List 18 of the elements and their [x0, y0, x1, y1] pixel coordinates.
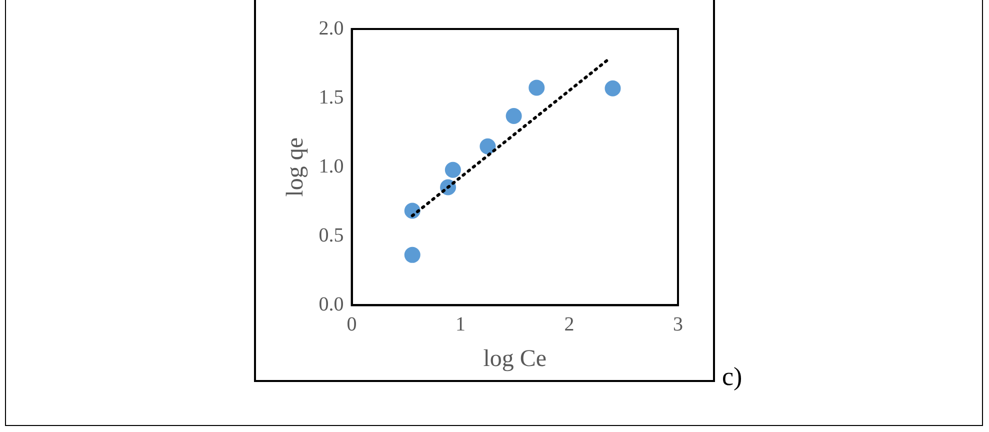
y-tick-label: 1.5: [318, 86, 344, 108]
y-tick-label: 1.0: [318, 155, 344, 178]
y-tick-label: 2.0: [318, 17, 344, 40]
point: [506, 108, 522, 124]
point: [444, 162, 461, 178]
y-axis-title: log qe: [282, 137, 309, 197]
point: [480, 138, 496, 154]
text: c): [722, 362, 742, 392]
x-tick-label: 3: [673, 313, 683, 336]
point: [528, 80, 545, 96]
x-axis-title: log Ce: [483, 346, 547, 372]
y-tick-label: 0.5: [318, 224, 344, 246]
x-tick-label: 2: [564, 313, 574, 336]
x-tick-label: 0: [346, 313, 357, 336]
y-tick-label: 0.0: [318, 293, 344, 316]
point: [404, 246, 420, 263]
point: [604, 80, 621, 96]
x-tick-label: 1: [456, 313, 466, 336]
